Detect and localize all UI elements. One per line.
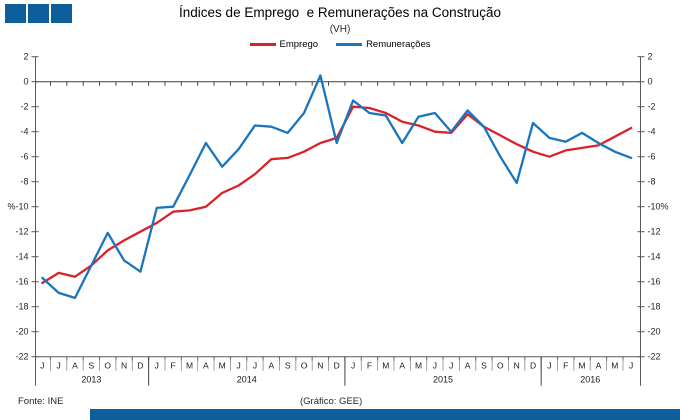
svg-text:-2: -2 (20, 102, 28, 112)
svg-text:J: J (351, 361, 355, 371)
svg-text:F: F (367, 361, 372, 371)
svg-text:J: J (155, 361, 159, 371)
svg-text:J: J (433, 361, 437, 371)
svg-text:-18: -18 (15, 302, 28, 312)
svg-text:-2: -2 (648, 102, 656, 112)
svg-text:S: S (89, 361, 95, 371)
svg-text:-18: -18 (648, 302, 661, 312)
svg-text:O: O (301, 361, 308, 371)
svg-text:N: N (514, 361, 520, 371)
series-line (41, 74, 633, 300)
svg-text:A: A (72, 361, 78, 371)
svg-text:2015: 2015 (433, 375, 453, 385)
logo-square (28, 4, 49, 23)
svg-text:-4: -4 (648, 127, 656, 137)
svg-text:-4: -4 (20, 127, 28, 137)
svg-text:F: F (563, 361, 568, 371)
svg-text:-8: -8 (648, 177, 656, 187)
svg-text:2016: 2016 (580, 375, 600, 385)
svg-text:-22: -22 (648, 352, 661, 362)
svg-text:-12: -12 (15, 227, 28, 237)
svg-text:S: S (481, 361, 487, 371)
svg-text:A: A (268, 361, 274, 371)
logo-square (51, 4, 72, 23)
legend: Emprego Remunerações (0, 39, 680, 50)
logo-square (5, 4, 26, 23)
svg-text:M: M (219, 361, 226, 371)
svg-text:-10%: -10% (648, 202, 669, 212)
svg-text:M: M (579, 361, 586, 371)
logo (5, 4, 72, 23)
svg-text:2014: 2014 (237, 375, 257, 385)
svg-text:D: D (530, 361, 536, 371)
svg-text:2: 2 (648, 52, 653, 62)
footer-bar (90, 409, 680, 420)
credit-note: (Gráfico: GEE) (300, 396, 363, 407)
svg-text:J: J (236, 361, 240, 371)
svg-text:0: 0 (23, 77, 28, 87)
legend-swatch (336, 43, 363, 46)
svg-text:-16: -16 (15, 277, 28, 287)
svg-text:-20: -20 (15, 327, 28, 337)
svg-text:S: S (285, 361, 291, 371)
svg-text:A: A (465, 361, 471, 371)
svg-text:0: 0 (648, 77, 653, 87)
svg-text:F: F (171, 361, 176, 371)
chart-title: Índices de Emprego e Remunerações na Con… (179, 5, 501, 20)
svg-text:J: J (57, 361, 61, 371)
svg-text:J: J (547, 361, 551, 371)
svg-text:J: J (629, 361, 633, 371)
svg-text:%-10: %-10 (7, 202, 28, 212)
svg-text:N: N (121, 361, 127, 371)
legend-item: Emprego (249, 39, 319, 50)
legend-item: Remunerações (336, 39, 430, 50)
svg-text:M: M (415, 361, 422, 371)
svg-text:2013: 2013 (81, 375, 101, 385)
svg-text:-16: -16 (648, 277, 661, 287)
svg-text:-20: -20 (648, 327, 661, 337)
svg-text:N: N (317, 361, 323, 371)
source-note: Fonte: INE (18, 396, 64, 407)
svg-text:D: D (334, 361, 340, 371)
svg-text:-14: -14 (15, 252, 28, 262)
svg-text:O: O (497, 361, 504, 371)
series-line (41, 105, 633, 285)
svg-text:J: J (253, 361, 257, 371)
svg-text:2: 2 (23, 52, 28, 62)
legend-label: Remunerações (366, 39, 431, 50)
svg-text:-22: -22 (15, 352, 28, 362)
svg-text:O: O (104, 361, 111, 371)
legend-label: Emprego (279, 39, 319, 50)
legend-swatch (249, 43, 276, 46)
chart-subtitle: (VH) (329, 24, 351, 35)
svg-text:M: M (382, 361, 389, 371)
svg-text:J: J (40, 361, 44, 371)
svg-text:M: M (186, 361, 193, 371)
svg-text:-8: -8 (20, 177, 28, 187)
svg-text:A: A (596, 361, 602, 371)
svg-text:D: D (137, 361, 143, 371)
svg-text:A: A (203, 361, 209, 371)
svg-text:-6: -6 (648, 152, 656, 162)
svg-text:-6: -6 (20, 152, 28, 162)
svg-text:J: J (449, 361, 453, 371)
svg-text:-14: -14 (648, 252, 661, 262)
svg-text:M: M (611, 361, 618, 371)
svg-text:-12: -12 (648, 227, 661, 237)
svg-text:A: A (399, 361, 405, 371)
